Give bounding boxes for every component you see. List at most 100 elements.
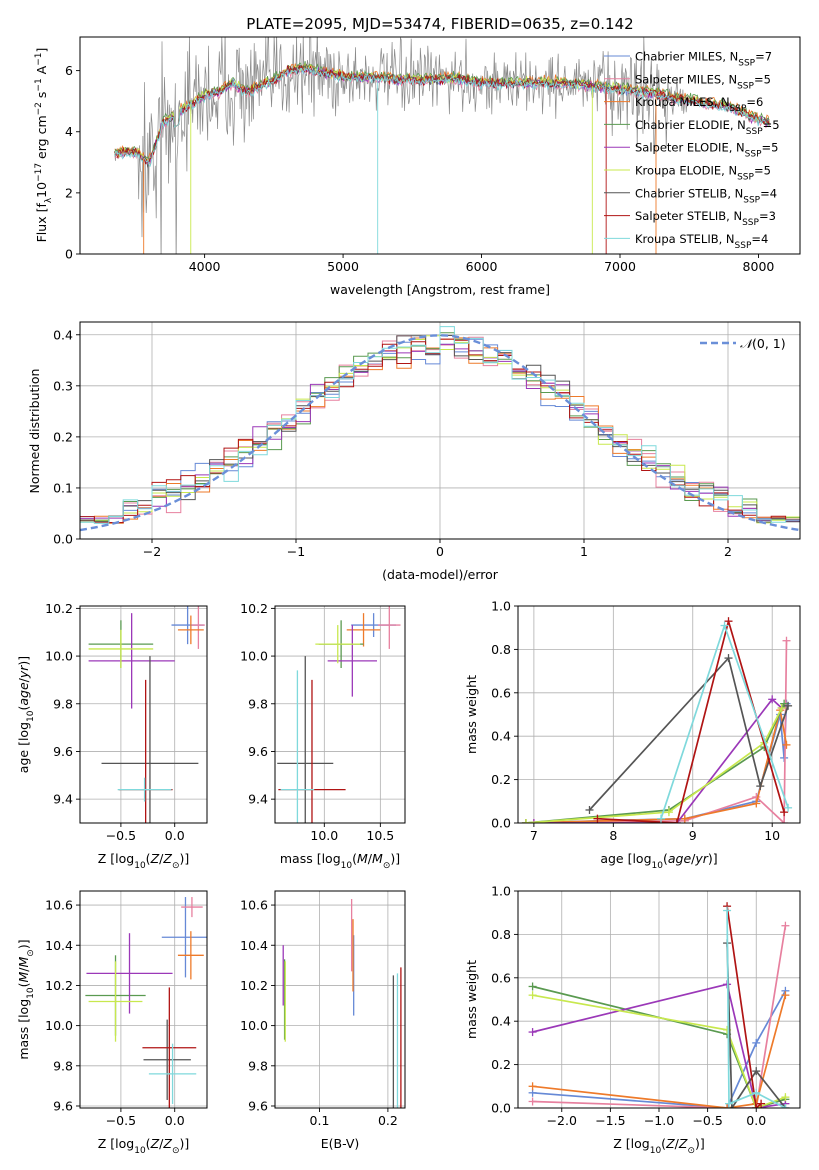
x-tick-label: −2 <box>143 544 161 559</box>
weight-marker <box>780 819 789 823</box>
plot-area-age_vs_mass <box>277 606 401 823</box>
legend-entry: 𝒩(0, 1) <box>740 336 786 351</box>
y-tick-label: 0.3 <box>53 378 73 393</box>
x-tick-label: 2 <box>724 544 732 559</box>
errorbar-point <box>177 615 204 645</box>
weight-marker <box>781 991 790 1000</box>
axes-frame <box>274 605 406 824</box>
x-tick-label: −1.5 <box>595 1113 625 1128</box>
x-axis-label: E(B-V) <box>321 1136 360 1151</box>
weight-marker <box>757 1099 766 1108</box>
legend-entry: Kroupa STELIB, NSSP=4 <box>635 232 768 251</box>
x-tick-label: 6000 <box>466 259 498 274</box>
plot-area-weight_vs_Z <box>528 902 790 1108</box>
y-tick-label: 10.0 <box>240 1018 268 1033</box>
axes-mass_vs_ebv: 0.1 0.2 9.6 9.8 10.0 10.2 10.4 10.6 E(B-V) <box>240 890 406 1151</box>
hist-kroupa-stelib <box>80 326 800 524</box>
y-tick-label: 4 <box>65 124 73 139</box>
x-tick-label: −2.0 <box>547 1113 577 1128</box>
weight-marker <box>593 814 602 823</box>
errorbar-point <box>88 613 175 709</box>
y-tick-label: 9.6 <box>53 1098 73 1113</box>
legend-entry: Kroupa MILES, NSSP=6 <box>635 95 763 114</box>
y-tick-label: 1.0 <box>491 884 511 899</box>
errorbar-point <box>277 656 334 823</box>
weight-marker <box>680 814 689 823</box>
errorbar-point <box>143 1019 191 1100</box>
weight-marker <box>752 1067 761 1076</box>
weight-marker <box>781 1104 790 1108</box>
weight-marker <box>752 799 761 808</box>
weight-marker <box>529 819 538 823</box>
y-tick-label: 0.8 <box>491 927 511 942</box>
weight-line-kroupa-stelib <box>660 622 789 819</box>
weight-marker <box>528 1028 537 1037</box>
errorbar-point <box>378 606 401 649</box>
y-axis-label: Flux [fλ10−17 erg cm−2 s−1 A−1] <box>34 48 54 243</box>
weight-marker <box>723 906 732 915</box>
x-axis-label: Z [log10(Z/Z⊙)] <box>613 1136 705 1156</box>
weight-marker <box>723 1104 732 1108</box>
x-tick-label: −0.5 <box>106 828 136 843</box>
weight-line-salpeter-elodie <box>532 983 786 1108</box>
weight-marker <box>756 782 765 791</box>
y-tick-label: 0 <box>65 247 73 262</box>
weight-line-salpeter-elodie <box>533 698 783 823</box>
y-tick-label: 10.0 <box>45 1018 73 1033</box>
errorbar-point <box>177 931 204 980</box>
axes-frame <box>79 605 208 824</box>
y-axis-label: mass [log10(M/M⊙)] <box>16 939 36 1059</box>
legend-entry: Salpeter MILES, NSSP=5 <box>635 72 771 91</box>
x-axis-label: mass [log10(M/M⊙)] <box>280 851 400 871</box>
errorbar-point <box>88 629 154 668</box>
weight-line-kroupa-elodie <box>532 994 786 1108</box>
x-tick-label: 10.0 <box>310 828 338 843</box>
axes-age_vs_mass: 10.0 10.5 9.4 9.6 9.8 10.0 10.2 mass [log10(M/M… <box>240 601 406 871</box>
x-tick-label: 8000 <box>743 259 775 274</box>
plot-area-mass_vs_ebv <box>282 899 402 1108</box>
y-tick-label: 0.4 <box>491 729 511 744</box>
weight-marker <box>781 921 790 930</box>
x-tick-label: 0.0 <box>746 1113 766 1128</box>
weight-marker <box>727 1104 736 1108</box>
errorbar-point <box>181 897 203 918</box>
errorbar-point <box>280 670 315 823</box>
legend-entry: Kroupa ELODIE, NSSP=5 <box>635 164 771 183</box>
weight-marker <box>780 808 789 817</box>
weight-marker <box>784 803 793 812</box>
x-tick-label: 0.0 <box>165 828 185 843</box>
normal-curve <box>80 334 800 532</box>
weight-marker <box>672 819 681 823</box>
errorbar-point <box>191 606 205 649</box>
y-tick-label: 0.1 <box>53 480 73 495</box>
x-axis-label: Z [log10(Z/Z⊙)] <box>98 851 190 871</box>
errorbar-point <box>142 987 197 1108</box>
x-tick-label: −1 <box>287 544 305 559</box>
y-axis-label: mass weight <box>464 675 479 754</box>
weight-line-chabrier-stelib <box>726 943 787 1108</box>
axes-residuals: −2 −1 0 1 2 0.0 0.1 0.2 0.3 0.4 (data-model)/error… <box>27 321 801 582</box>
weight-line-salpeter-miles <box>532 925 787 1108</box>
x-tick-label: 8 <box>609 828 617 843</box>
axes-frame <box>79 890 208 1109</box>
figure-title: PLATE=2095, MJD=53474, FIBERID=0635, z=0… <box>246 15 633 33</box>
x-tick-label: 9 <box>689 828 697 843</box>
y-tick-label: 10.2 <box>45 601 73 616</box>
axes-spectrum: 4000 5000 6000 7000 8000 0 2 4 6 wavelength [Angs… <box>34 36 801 297</box>
legend-entry: Chabrier MILES, NSSP=7 <box>635 50 772 69</box>
axes-frame <box>517 605 801 824</box>
x-tick-label: −0.5 <box>106 1113 136 1128</box>
weight-marker <box>782 636 791 645</box>
weight-marker <box>656 814 665 823</box>
y-tick-label: 10.4 <box>45 938 73 953</box>
y-tick-label: 10.0 <box>45 649 73 664</box>
y-tick-label: 1.0 <box>491 599 511 614</box>
weight-marker <box>528 1082 537 1091</box>
y-tick-label: 9.6 <box>248 744 268 759</box>
y-tick-label: 10.6 <box>45 898 73 913</box>
axes-weight_vs_Z: −2.0 −1.5 −1.0 −0.5 0.0 0.0 0.2 0.4 0.6 0.8 1.0 Z [… <box>464 884 801 1156</box>
x-tick-label: 7000 <box>604 259 636 274</box>
weight-marker <box>752 1104 761 1108</box>
x-axis-label: (data-model)/error <box>382 567 499 582</box>
y-tick-label: 10.6 <box>240 898 268 913</box>
